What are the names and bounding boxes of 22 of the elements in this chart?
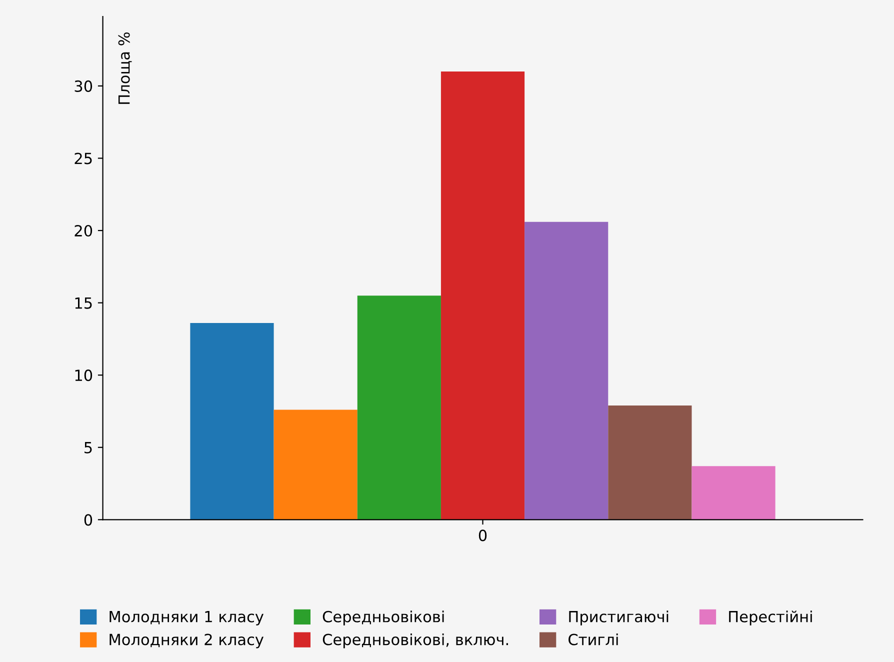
bar	[274, 410, 358, 520]
bar	[524, 222, 608, 520]
y-tick-label: 20	[74, 224, 92, 237]
bar	[190, 323, 274, 520]
legend-label: Середньовікові	[322, 610, 444, 626]
legend-label: Перестійні	[729, 610, 812, 626]
bar	[440, 71, 525, 520]
y-tick-label: 25	[74, 152, 92, 164]
legend-label: Стиглі	[568, 633, 618, 646]
legend-label: Пристигаючі	[569, 610, 668, 626]
y-tick-label: 15	[75, 297, 92, 309]
y-tick-label: 10	[75, 370, 92, 382]
legend-label: Молодняки 1 класу	[110, 611, 264, 626]
legend-label: Молодняки 2 класу	[110, 634, 264, 648]
y-tick-label: 30	[74, 80, 92, 92]
bar	[357, 296, 441, 520]
y-tick-label: 0	[84, 514, 92, 526]
legend-label: Середньовікові, включ.	[322, 633, 508, 648]
y-axis-title: Площа %	[118, 32, 132, 104]
bar	[608, 405, 692, 520]
bar	[692, 466, 776, 520]
y-tick-label: 5	[84, 442, 92, 454]
